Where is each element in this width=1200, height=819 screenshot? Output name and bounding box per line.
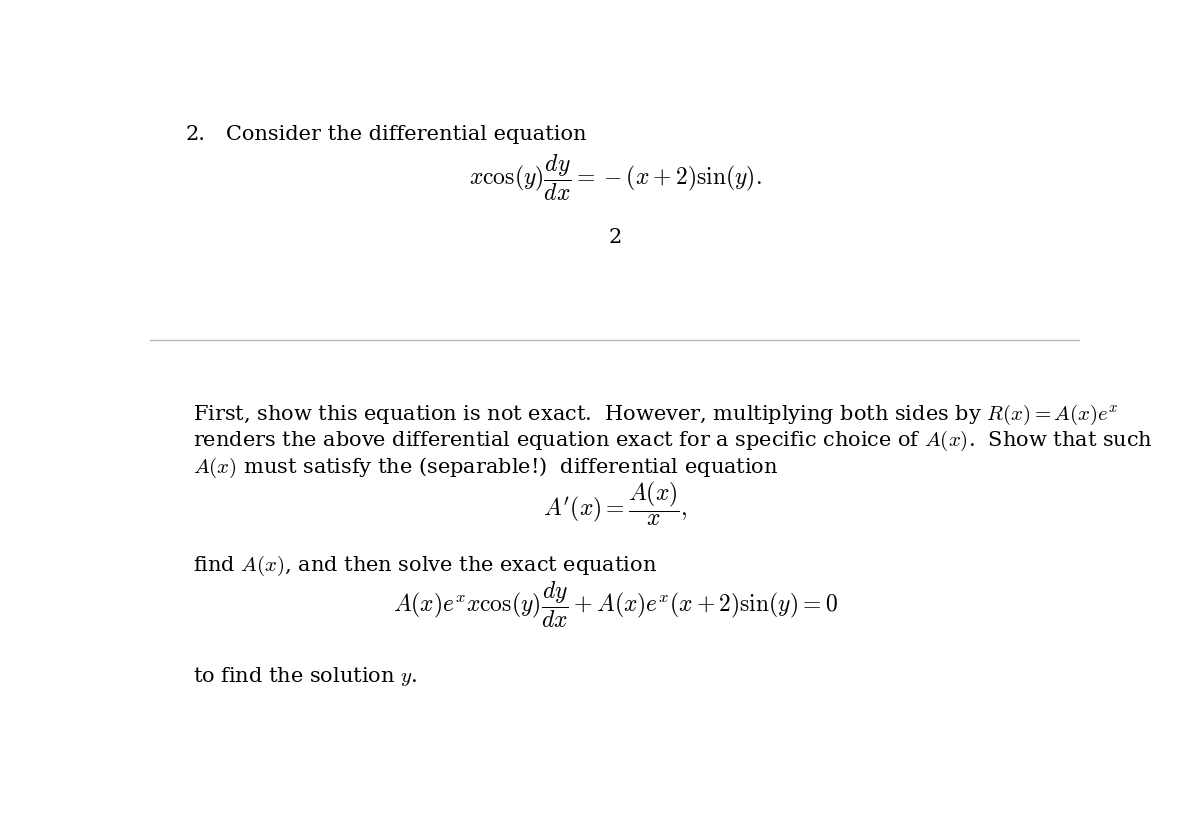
Text: $A(x)$ must satisfy the (separable!)  differential equation: $A(x)$ must satisfy the (separable!) dif… (193, 455, 778, 479)
Text: renders the above differential equation exact for a specific choice of $A(x)$.  : renders the above differential equation … (193, 428, 1152, 453)
Text: to find the solution $y$.: to find the solution $y$. (193, 664, 418, 688)
Text: 2.: 2. (185, 124, 205, 144)
Text: find $A(x)$, and then solve the exact equation: find $A(x)$, and then solve the exact eq… (193, 554, 656, 577)
Text: 2: 2 (608, 228, 622, 247)
Text: Consider the differential equation: Consider the differential equation (227, 124, 587, 144)
Text: First, show this equation is not exact.  However, multiplying both sides by $R(x: First, show this equation is not exact. … (193, 402, 1118, 427)
Text: $A'(x) = \dfrac{A(x)}{x},$: $A'(x) = \dfrac{A(x)}{x},$ (542, 479, 688, 527)
Text: $x\cos(y)\dfrac{dy}{dx} = -(x+2)\sin(y).$: $x\cos(y)\dfrac{dy}{dx} = -(x+2)\sin(y).… (469, 152, 761, 202)
Text: $A(x)e^x x\cos(y)\dfrac{dy}{dx} + A(x)e^x(x+2)\sin(y) = 0$: $A(x)e^x x\cos(y)\dfrac{dy}{dx} + A(x)e^… (392, 579, 838, 629)
